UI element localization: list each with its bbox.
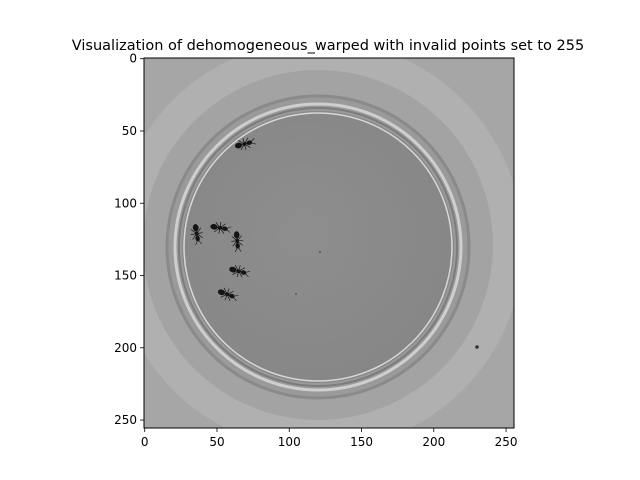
- y-tick-label: 50: [122, 124, 137, 138]
- y-tick-label: 200: [114, 341, 137, 355]
- speck: [475, 345, 479, 349]
- dish-interior: [182, 111, 454, 383]
- image-area: [144, 58, 514, 428]
- chart-title: Visualization of dehomogeneous_warped wi…: [72, 38, 584, 54]
- x-tick-label: 250: [495, 435, 518, 449]
- x-axis: 0 50 100 150 200 250: [141, 428, 518, 449]
- ant: [190, 224, 203, 246]
- y-tick-label: 0: [129, 52, 137, 66]
- dish-rim-light: [173, 102, 463, 392]
- x-tick-label: 200: [422, 435, 445, 449]
- dish-inner-highlight: [183, 112, 453, 382]
- x-tick-label: 50: [209, 435, 224, 449]
- axes-frame: [143, 57, 515, 429]
- x-tick-label: 150: [350, 435, 373, 449]
- y-tick-label: 100: [114, 196, 137, 210]
- ant: [210, 221, 232, 234]
- x-tick-label: 0: [141, 435, 149, 449]
- y-axis: 0 50 100 150 200 250: [114, 52, 144, 427]
- y-tick-label: 150: [114, 269, 137, 283]
- dish-rim-dark: [178, 107, 458, 387]
- y-tick-label: 250: [114, 413, 137, 427]
- speck: [295, 293, 297, 295]
- ant: [235, 137, 256, 151]
- speck: [319, 251, 321, 253]
- ant: [231, 231, 244, 253]
- ant: [229, 264, 251, 278]
- x-tick-label: 100: [278, 435, 301, 449]
- ants-layer: [190, 137, 256, 302]
- ant: [217, 287, 239, 302]
